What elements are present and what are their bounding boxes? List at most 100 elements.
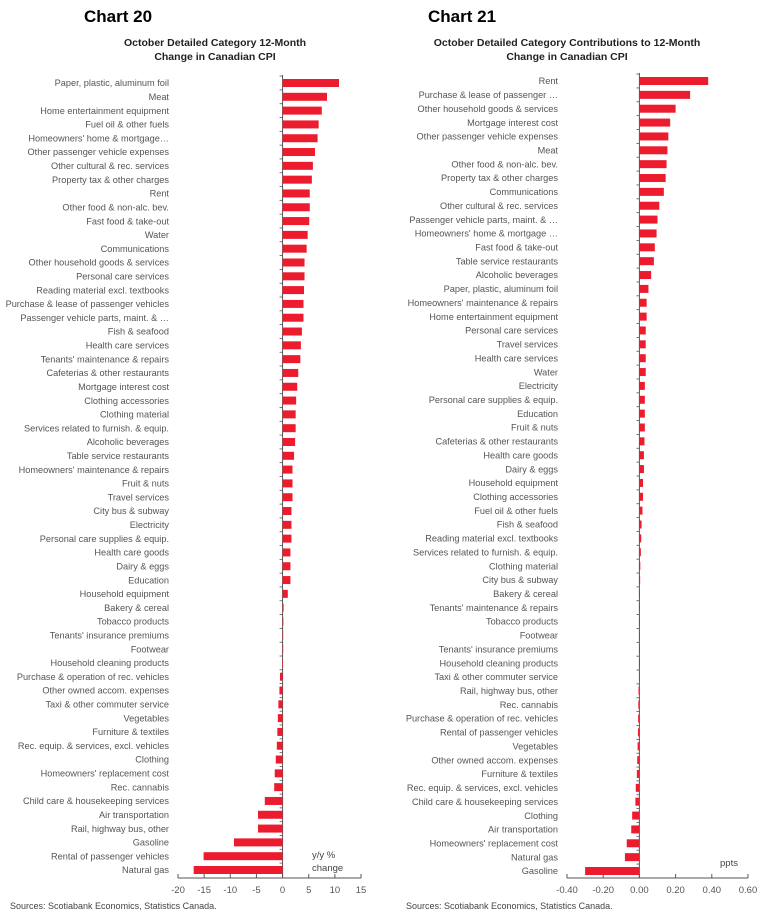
category-label: City bus & subway (93, 506, 169, 516)
category-label: Natural gas (511, 852, 558, 862)
bar (282, 603, 284, 612)
x-tick-label: -10 (223, 885, 237, 896)
category-label: Clothing accessories (84, 396, 169, 406)
bar (639, 562, 641, 571)
bar (282, 327, 302, 336)
bar (639, 548, 641, 557)
x-tick-label: -20 (171, 885, 185, 896)
bar (639, 534, 642, 543)
category-label: Education (517, 409, 558, 419)
x-tick-label: -0.40 (556, 885, 578, 896)
bar (632, 811, 640, 820)
bar (277, 727, 283, 736)
bar (203, 852, 283, 861)
category-label: Rental of passenger vehicles (440, 728, 558, 738)
bar (279, 686, 283, 695)
x-tick-label: -5 (252, 885, 260, 896)
category-label: Tobacco products (97, 617, 169, 627)
category-label: Homeowners' replacement cost (41, 769, 170, 779)
chart-20: Chart 20 October Detailed Category 12-Mo… (6, 7, 367, 911)
category-label: Travel services (108, 492, 170, 502)
x-tick-label: 0.00 (630, 885, 649, 896)
bar (282, 576, 291, 585)
chart-21-subtitle-line1: October Detailed Category Contributions … (434, 37, 701, 49)
category-label: Tenants' maintenance & repairs (41, 354, 170, 364)
category-label: Rent (539, 76, 559, 86)
bar (282, 396, 297, 405)
category-label: Rail, highway bus, other (71, 824, 169, 834)
bar (282, 548, 291, 557)
bar (637, 742, 640, 751)
chart-21: Chart 21 October Detailed Category Contr… (406, 7, 757, 911)
category-label: Household cleaning products (51, 658, 170, 668)
category-label: Personal care services (465, 326, 558, 336)
x-tick-label: -0.20 (592, 885, 614, 896)
bar (639, 215, 658, 224)
bar (282, 410, 296, 419)
bar (639, 298, 647, 307)
bar (639, 160, 667, 169)
bar (282, 451, 295, 460)
category-label: Rental of passenger vehicles (51, 851, 169, 861)
category-label: Homeowners' maintenance & repairs (19, 465, 170, 475)
bar (639, 395, 645, 404)
category-label: Home entertainment equipment (429, 312, 558, 322)
category-label: Meat (538, 145, 559, 155)
category-label: Personal care supplies & equip. (40, 534, 169, 544)
category-label: Bakery & cereal (493, 589, 558, 599)
x-tick-label: 15 (356, 885, 367, 896)
category-label: Rail, highway bus, other (460, 686, 558, 696)
bar (639, 520, 642, 529)
bar (282, 341, 301, 350)
category-label: Education (128, 575, 169, 585)
bar (282, 92, 328, 101)
category-label: Furniture & textiles (92, 727, 169, 737)
category-label: Communications (490, 187, 559, 197)
bar (636, 769, 640, 778)
category-label: Rec. cannabis (500, 700, 559, 710)
category-label: Other food & non-alc. bev. (451, 159, 558, 169)
category-label: Natural gas (122, 865, 169, 875)
category-label: Cafeterias & other restaurants (46, 368, 169, 378)
bar (282, 631, 284, 640)
bar (639, 368, 646, 377)
category-label: Paper, plastic, aluminum foil (444, 284, 558, 294)
category-label: Fast food & take-out (475, 243, 558, 253)
category-label: Tenants' maintenance & repairs (430, 603, 559, 613)
bar (282, 230, 308, 239)
bar (282, 120, 319, 129)
bar (282, 493, 293, 502)
bar (282, 355, 301, 364)
category-label: Tenants' insurance premiums (50, 630, 170, 640)
bar (193, 866, 283, 874)
category-label: Other passenger vehicle expenses (28, 147, 170, 157)
category-label: Household equipment (80, 589, 170, 599)
bar (637, 728, 640, 737)
chart-20-plot: Paper, plastic, aluminum foil Meat Home en… (6, 75, 367, 896)
bar (639, 506, 643, 515)
category-label: Health care goods (483, 450, 558, 460)
category-label: Household equipment (469, 478, 559, 488)
category-label: Home entertainment equipment (40, 106, 169, 116)
category-label: Purchase & operation of rec. vehicles (406, 714, 559, 724)
bar (282, 589, 288, 598)
category-label: Passenger vehicle parts, maint. & … (409, 215, 558, 225)
category-label: Rec. equip. & services, excl. vehicles (407, 783, 559, 793)
bar (282, 217, 310, 226)
bar (639, 271, 652, 280)
bar (639, 492, 644, 501)
bar (282, 465, 293, 474)
chart-20-source: Sources: Scotiabank Economics, Statistic… (10, 901, 217, 911)
category-label: Footwear (520, 631, 558, 641)
category-label: Fruit & nuts (511, 423, 558, 433)
bar (639, 104, 676, 113)
bar (638, 700, 640, 709)
bar (282, 617, 284, 626)
bar (639, 312, 647, 321)
bar (639, 478, 644, 487)
chart-21-plot: Rent Purchase & lease of passenger … Other… (406, 73, 757, 896)
bar (639, 465, 644, 474)
category-label: Footwear (131, 644, 169, 654)
category-label: Meat (149, 92, 170, 102)
bar (282, 507, 292, 516)
